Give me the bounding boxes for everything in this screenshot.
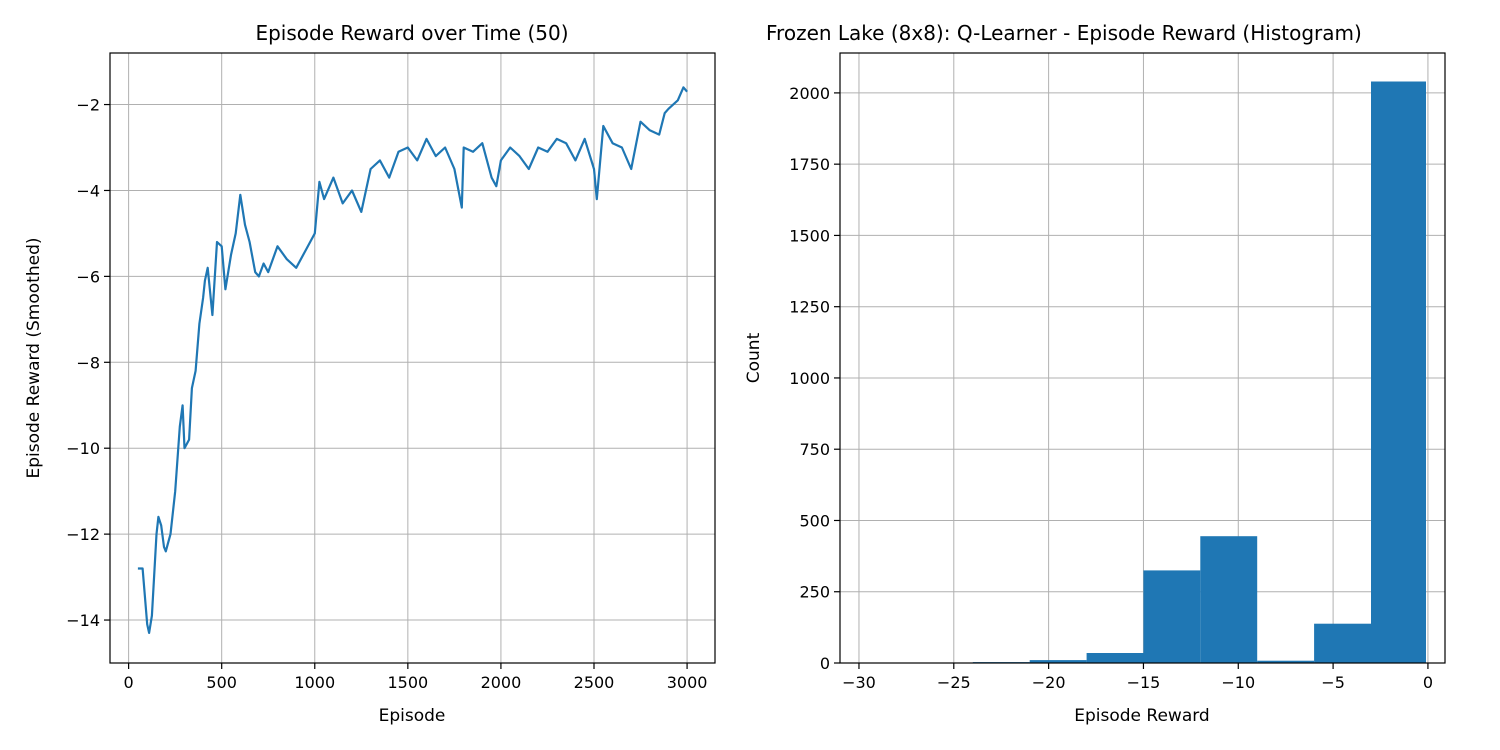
left-y-tick-label: −4	[76, 181, 100, 200]
right-x-axis-label: Episode Reward	[1074, 706, 1209, 726]
right-y-tick-label: 250	[799, 583, 830, 602]
left-chart-title: Episode Reward over Time (50)	[255, 21, 568, 45]
left-axes-frame	[109, 52, 716, 664]
right-y-tick-label: 1000	[789, 369, 830, 388]
right-x-tick-label: −5	[1321, 673, 1345, 692]
left-x-tick-label: 3000	[667, 673, 708, 692]
right-x-tick-label: −20	[1032, 673, 1066, 692]
right-y-tick-label: 500	[799, 511, 830, 530]
right-ticks: −30 −25 −20 −15 −10 −5 0 0 250 500 750 1000 1250 1500…	[789, 84, 1433, 692]
histogram-bar	[1143, 570, 1201, 663]
right-y-tick-label: 1250	[789, 298, 830, 317]
histogram-bar	[1029, 660, 1087, 663]
histogram-bar	[1257, 660, 1315, 663]
left-x-tick-label: 1000	[294, 673, 335, 692]
left-grid	[110, 53, 715, 663]
histogram-bars	[859, 81, 1426, 663]
left-x-axis-label: Episode	[379, 706, 446, 726]
histogram-bar	[1314, 623, 1371, 663]
right-x-tick-label: 0	[1423, 673, 1433, 692]
left-x-tick-label: 0	[124, 673, 134, 692]
right-y-axis-label: Count	[744, 332, 764, 383]
left-x-tick-label: 2000	[481, 673, 522, 692]
right-x-tick-label: −10	[1221, 673, 1255, 692]
right-x-tick-label: −25	[937, 673, 971, 692]
left-y-tick-label: −8	[76, 353, 100, 372]
left-x-tick-label: 500	[206, 673, 237, 692]
right-x-tick-label: −15	[1127, 673, 1161, 692]
histogram-bar	[1086, 653, 1144, 663]
left-y-tick-label: −10	[66, 439, 100, 458]
episode-reward-histogram: −30 −25 −20 −15 −10 −5 0 0 250 500 750 1000 1250 1500…	[744, 21, 1446, 726]
left-y-tick-label: −12	[66, 525, 100, 544]
right-y-tick-label: 2000	[789, 84, 830, 103]
right-x-tick-label: −30	[842, 673, 876, 692]
left-y-tick-label: −2	[76, 96, 100, 115]
left-y-axis-label: Episode Reward (Smoothed)	[24, 238, 44, 479]
left-plot-area	[110, 53, 715, 663]
right-y-tick-label: 1750	[789, 155, 830, 174]
left-x-tick-label: 2500	[574, 673, 615, 692]
left-y-tick-label: −6	[76, 267, 100, 286]
right-chart-title: Frozen Lake (8x8): Q-Learner - Episode R…	[766, 21, 1362, 45]
left-y-tick-label: −14	[66, 611, 100, 630]
episode-reward-line-chart: 0 500 1000 1500 2000 2500 3000 −14 −12 −10 −8 −6 −4 −…	[24, 21, 716, 726]
right-y-tick-label: 1500	[789, 226, 830, 245]
histogram-bar	[1200, 536, 1258, 663]
right-axes-frame	[839, 52, 1446, 664]
right-plot-area	[840, 53, 1445, 663]
right-y-tick-label: 0	[820, 654, 830, 673]
left-ticks: 0 500 1000 1500 2000 2500 3000 −14 −12 −10 −8 −6 −4 −…	[66, 96, 707, 692]
right-y-tick-label: 750	[799, 440, 830, 459]
left-x-tick-label: 1500	[387, 673, 428, 692]
histogram-bar	[1371, 81, 1426, 663]
smoothed-reward-line	[137, 86, 688, 635]
